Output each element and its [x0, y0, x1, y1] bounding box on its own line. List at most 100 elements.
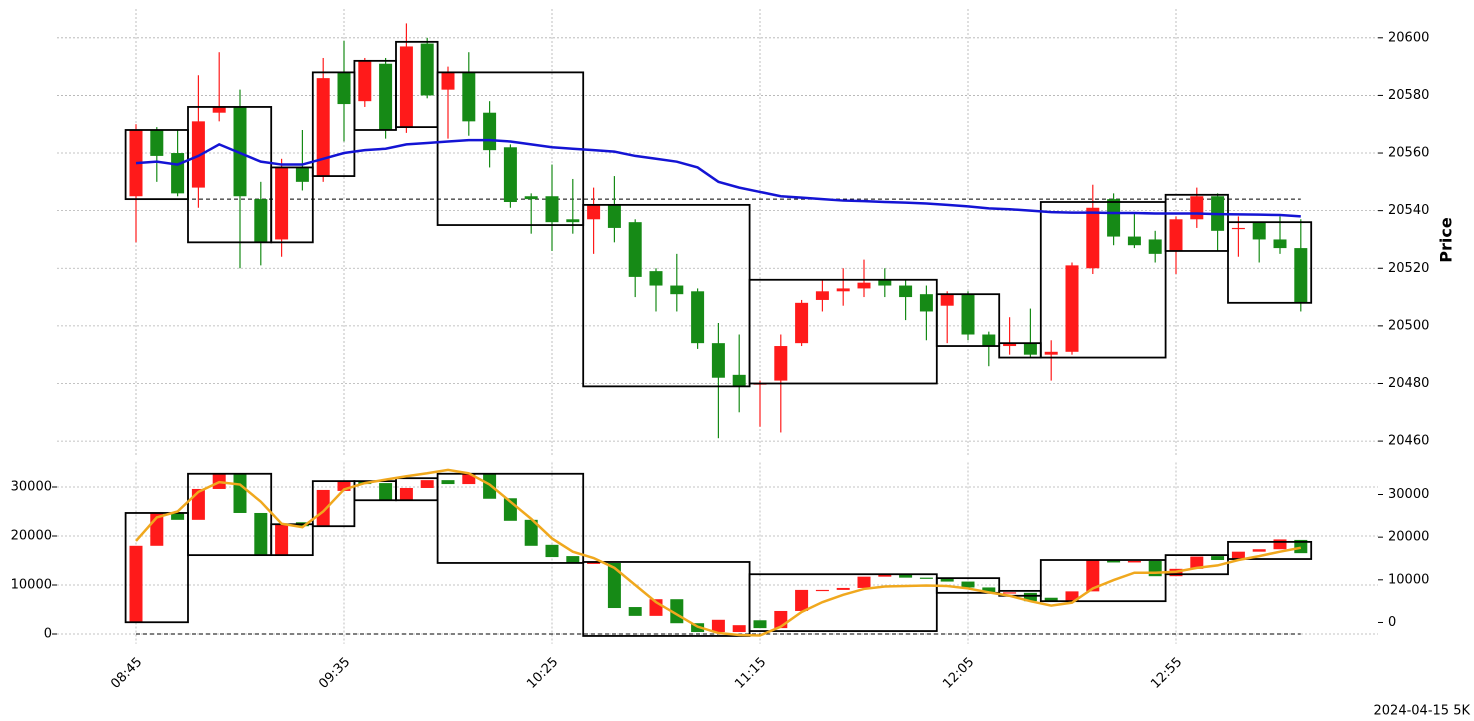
candle-body	[691, 291, 705, 344]
candle-body	[711, 619, 725, 633]
range-box	[935, 293, 1001, 347]
candle-body	[275, 524, 289, 556]
range-box	[124, 512, 189, 624]
candle-body	[379, 483, 393, 501]
y-tick-label: 20600	[1388, 30, 1429, 45]
candle-body	[774, 346, 788, 381]
candle-body	[483, 112, 497, 151]
candle-body	[337, 481, 351, 491]
candle-body	[399, 487, 413, 501]
y-tick-label: 10000	[11, 578, 52, 593]
range-box	[748, 573, 938, 632]
candle-body	[171, 153, 185, 194]
range-box	[270, 166, 314, 244]
candle-body	[1127, 236, 1141, 246]
candle-body	[524, 196, 538, 200]
candle-body	[753, 620, 767, 629]
y-tick-label: 20460	[1388, 434, 1429, 449]
candle-body	[1107, 199, 1121, 237]
candle-body	[857, 576, 871, 588]
candle-body	[254, 199, 268, 243]
candle-body	[1273, 239, 1287, 249]
candle-body	[566, 219, 580, 223]
range-box	[1039, 201, 1167, 359]
candle-body	[545, 196, 559, 223]
candle-body	[316, 489, 330, 527]
candle-body	[857, 282, 871, 289]
candle-body	[462, 473, 476, 485]
candle-body	[836, 587, 850, 590]
x-tick-label: 08:45	[108, 655, 145, 692]
range-box	[311, 480, 356, 528]
candle-body	[1211, 556, 1225, 561]
candle-body	[1190, 196, 1204, 220]
x-tick-label: 10:25	[524, 655, 561, 692]
candle-body	[171, 512, 185, 520]
range-box	[1227, 221, 1313, 304]
candle-body	[129, 545, 143, 623]
candle-body	[545, 544, 559, 558]
x-tick-label: 12:55	[1148, 655, 1185, 692]
candle-body	[795, 302, 809, 344]
candle-body	[628, 222, 642, 277]
candle-body	[379, 63, 393, 130]
candle-body	[1231, 227, 1245, 230]
range-box	[436, 472, 585, 564]
y-tick-label: 20500	[1388, 318, 1429, 333]
candle-body	[607, 562, 621, 609]
y-tick-label: 20560	[1388, 146, 1429, 161]
candle-body	[441, 72, 455, 90]
candle-body	[1044, 351, 1058, 355]
y-tick-label: 20520	[1388, 261, 1429, 276]
candle-body	[1190, 556, 1204, 569]
candle-body	[836, 288, 850, 292]
candle-body	[1252, 222, 1266, 240]
candle-body	[899, 574, 913, 578]
candle-body	[919, 577, 933, 579]
candle-body	[940, 294, 954, 306]
candle-body	[1107, 560, 1121, 563]
candle-body	[441, 480, 455, 485]
candle-body	[254, 512, 268, 556]
candle-body	[649, 271, 663, 286]
candle-body	[1294, 539, 1308, 554]
x-tick-label: 11:15	[732, 655, 769, 692]
candle-body	[732, 625, 746, 633]
candle-body	[961, 581, 975, 588]
candle-body	[483, 473, 497, 499]
candle-body	[982, 587, 996, 593]
candle-body	[982, 334, 996, 347]
candle-body	[1065, 265, 1079, 352]
y-tick-label: 20480	[1388, 376, 1429, 391]
candle-body	[919, 294, 933, 312]
candle-body	[420, 480, 434, 488]
candle-body	[275, 167, 289, 240]
y2-tick-label: 20000	[1388, 530, 1429, 545]
range-box	[1164, 554, 1229, 576]
candle-body	[295, 167, 309, 182]
candle-body	[1148, 239, 1162, 254]
candle-body	[1003, 592, 1017, 594]
candle-body	[524, 519, 538, 546]
candle-body	[628, 607, 642, 616]
candle-body	[399, 46, 413, 128]
candle-body	[358, 60, 372, 102]
candle-body	[1023, 592, 1037, 602]
candle-body	[732, 374, 746, 387]
candle-body	[587, 561, 601, 564]
candle-body	[1044, 597, 1058, 602]
candle-body	[566, 556, 580, 563]
y2-tick-label: 0	[1388, 615, 1396, 630]
candle-body	[191, 121, 205, 188]
candle-body	[337, 72, 351, 105]
candle-body	[1294, 248, 1308, 303]
candle-body	[587, 204, 601, 220]
candle-body	[815, 291, 829, 300]
candle-body	[1023, 343, 1037, 355]
candle-body	[150, 129, 164, 156]
range-box	[1039, 559, 1167, 603]
y-tick-label: 20540	[1388, 203, 1429, 218]
candle-body	[233, 106, 247, 197]
candle-body	[1086, 207, 1100, 269]
